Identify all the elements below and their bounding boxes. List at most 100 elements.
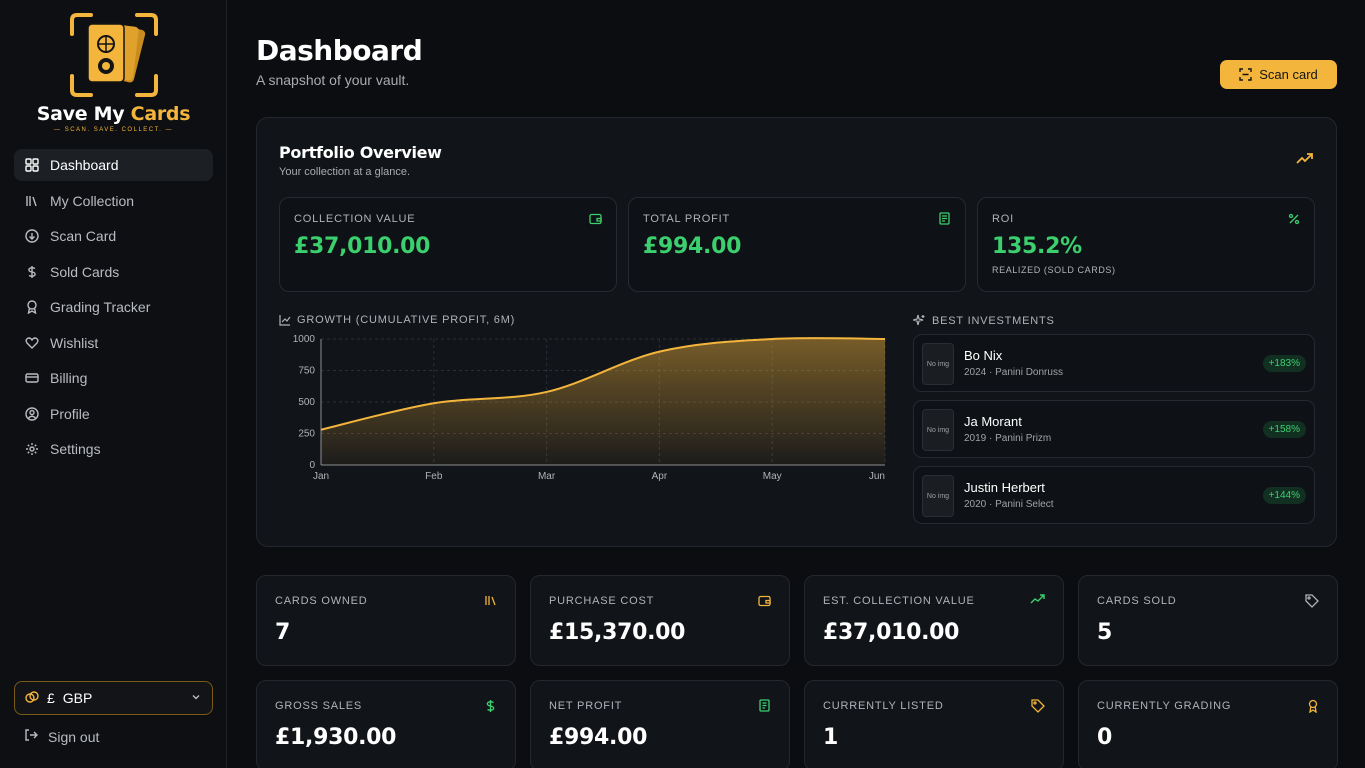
best-investment-item[interactable]: No img Bo Nix 2024 · Panini Donruss +183…: [913, 334, 1315, 392]
best-investment-item[interactable]: No img Ja Morant 2019 · Panini Prizm +15…: [913, 400, 1315, 458]
x-tick-label: Mar: [538, 471, 556, 482]
area-fill: [321, 338, 885, 465]
trending-up-icon: [1030, 594, 1045, 605]
kpi-label: GROSS SALES: [275, 700, 363, 712]
x-tick-label: Feb: [425, 471, 443, 482]
brand-logo[interactable]: Save My Cards — SCAN. SAVE. COLLECT. —: [0, 10, 227, 133]
currency-select[interactable]: £ GBP: [14, 681, 213, 715]
portfolio-title: Portfolio Overview: [279, 143, 442, 162]
award-icon: [1307, 699, 1319, 713]
kpi-label: EST. COLLECTION VALUE: [823, 595, 975, 607]
sparkles-icon: [913, 314, 926, 327]
grid-icon: [24, 157, 40, 173]
tag-icon: [1305, 594, 1319, 608]
kpi-value: £1,930.00: [275, 725, 397, 750]
sidebar-item-grading-tracker[interactable]: Grading Tracker: [14, 291, 213, 323]
sidebar-item-label: Wishlist: [50, 334, 99, 351]
card-thumbnail: No img: [922, 409, 954, 451]
kpi-label: CARDS SOLD: [1097, 595, 1177, 607]
stat-note: REALIZED (SOLD CARDS): [992, 265, 1116, 275]
kpi-label: PURCHASE COST: [549, 595, 655, 607]
portfolio-subtitle: Your collection at a glance.: [279, 166, 411, 178]
sidebar-item-label: Grading Tracker: [50, 299, 151, 315]
sidebar-item-label: Dashboard: [50, 157, 119, 173]
card-thumbnail: No img: [922, 475, 954, 517]
receipt-icon: [938, 212, 951, 230]
growth-chart-title: GROWTH (CUMULATIVE PROFIT, 6M): [297, 314, 516, 326]
user-circle-icon: [24, 406, 40, 422]
kpi-gross-sales: GROSS SALES £1,930.00: [256, 680, 516, 768]
kpi-cards-owned: CARDS OWNED 7: [256, 575, 516, 666]
card-meta: 2024 · Panini Donruss: [964, 367, 1063, 378]
sidebar-item-wishlist[interactable]: Wishlist: [14, 327, 213, 359]
sign-out-button[interactable]: Sign out: [24, 728, 99, 745]
kpi-value: 0: [1097, 725, 1113, 750]
kpi-value: £15,370.00: [549, 620, 686, 645]
sidebar-item-label: Settings: [50, 441, 101, 457]
best-investment-item[interactable]: No img Justin Herbert 2020 · Panini Sele…: [913, 466, 1315, 524]
scan-card-button[interactable]: Scan card: [1220, 60, 1337, 89]
stat-label: TOTAL PROFIT: [643, 213, 731, 225]
brand-tagline: — SCAN. SAVE. COLLECT. —: [54, 127, 173, 133]
sidebar: Save My Cards — SCAN. SAVE. COLLECT. — D…: [0, 0, 227, 768]
award-icon: [24, 299, 40, 315]
x-tick-label: Jan: [313, 471, 329, 482]
page-subtitle: A snapshot of your vault.: [256, 72, 410, 88]
coins-icon: [25, 690, 39, 707]
kpi-value: 7: [275, 620, 291, 645]
stat-label: COLLECTION VALUE: [294, 213, 416, 225]
kpi-label: CARDS OWNED: [275, 595, 368, 607]
stat-value: £994.00: [643, 234, 742, 259]
stat-collection-value: COLLECTION VALUE £37,010.00: [279, 197, 617, 292]
brand-name: Save My Cards: [36, 103, 191, 125]
x-tick-label: Jun: [869, 471, 885, 482]
best-investments-heading: BEST INVESTMENTS: [913, 314, 1055, 327]
y-tick-label: 1000: [293, 334, 316, 345]
library-icon: [484, 594, 497, 607]
card-name: Ja Morant: [964, 414, 1022, 429]
cards-logo-icon: [66, 10, 162, 102]
page-title: Dashboard: [256, 34, 423, 67]
percent-icon: [1288, 212, 1300, 230]
sidebar-item-my-collection[interactable]: My Collection: [14, 185, 213, 217]
chevron-down-icon: [190, 690, 202, 706]
sidebar-item-dashboard[interactable]: Dashboard: [14, 149, 213, 181]
sidebar-item-label: Billing: [50, 370, 88, 386]
growth-chart: 0 250 500 750 1000 Jan Feb Mar Apr May Jun: [293, 334, 886, 482]
currency-code: GBP: [62, 690, 93, 706]
sidebar-item-scan-card[interactable]: Scan Card: [14, 220, 213, 252]
heart-icon: [24, 335, 40, 351]
x-tick-label: Apr: [652, 471, 668, 482]
sidebar-item-label: Scan Card: [50, 228, 117, 244]
wallet-icon: [589, 212, 602, 230]
sidebar-item-label: My Collection: [50, 192, 135, 209]
sidebar-item-profile[interactable]: Profile: [14, 398, 213, 430]
card-name: Justin Herbert: [964, 480, 1045, 495]
growth-chart-heading: GROWTH (CUMULATIVE PROFIT, 6M): [279, 314, 515, 326]
sidebar-item-settings[interactable]: Settings: [14, 433, 213, 465]
sidebar-item-sold-cards[interactable]: Sold Cards: [14, 256, 213, 288]
kpi-currently-grading: CURRENTLY GRADING 0: [1078, 680, 1338, 768]
kpi-cards-sold: CARDS SOLD 5: [1078, 575, 1338, 666]
series-line: [320, 337, 886, 431]
sidebar-nav: Dashboard My Collection Scan Card Sold C…: [14, 149, 213, 469]
y-tick-label: 750: [298, 366, 315, 377]
card-meta: 2019 · Panini Prizm: [964, 433, 1052, 444]
card-meta: 2020 · Panini Select: [964, 499, 1054, 510]
gear-icon: [24, 441, 40, 457]
kpi-label: CURRENTLY GRADING: [1097, 700, 1232, 712]
log-out-icon: [24, 728, 38, 745]
x-tick-label: May: [763, 471, 782, 482]
banknote-icon: [758, 699, 771, 712]
credit-card-icon: [24, 370, 40, 386]
scan-card-label: Scan card: [1259, 67, 1318, 82]
sign-out-label: Sign out: [48, 728, 100, 745]
kpi-net-profit: NET PROFIT £994.00: [530, 680, 790, 768]
kpi-label: NET PROFIT: [549, 700, 623, 712]
kpi-label: CURRENTLY LISTED: [823, 700, 944, 712]
scan-icon: [1239, 68, 1252, 81]
roi-badge: +183%: [1262, 355, 1306, 372]
roi-badge: +144%: [1262, 487, 1306, 504]
sidebar-item-billing[interactable]: Billing: [14, 362, 213, 394]
line-chart-icon: [279, 314, 291, 326]
